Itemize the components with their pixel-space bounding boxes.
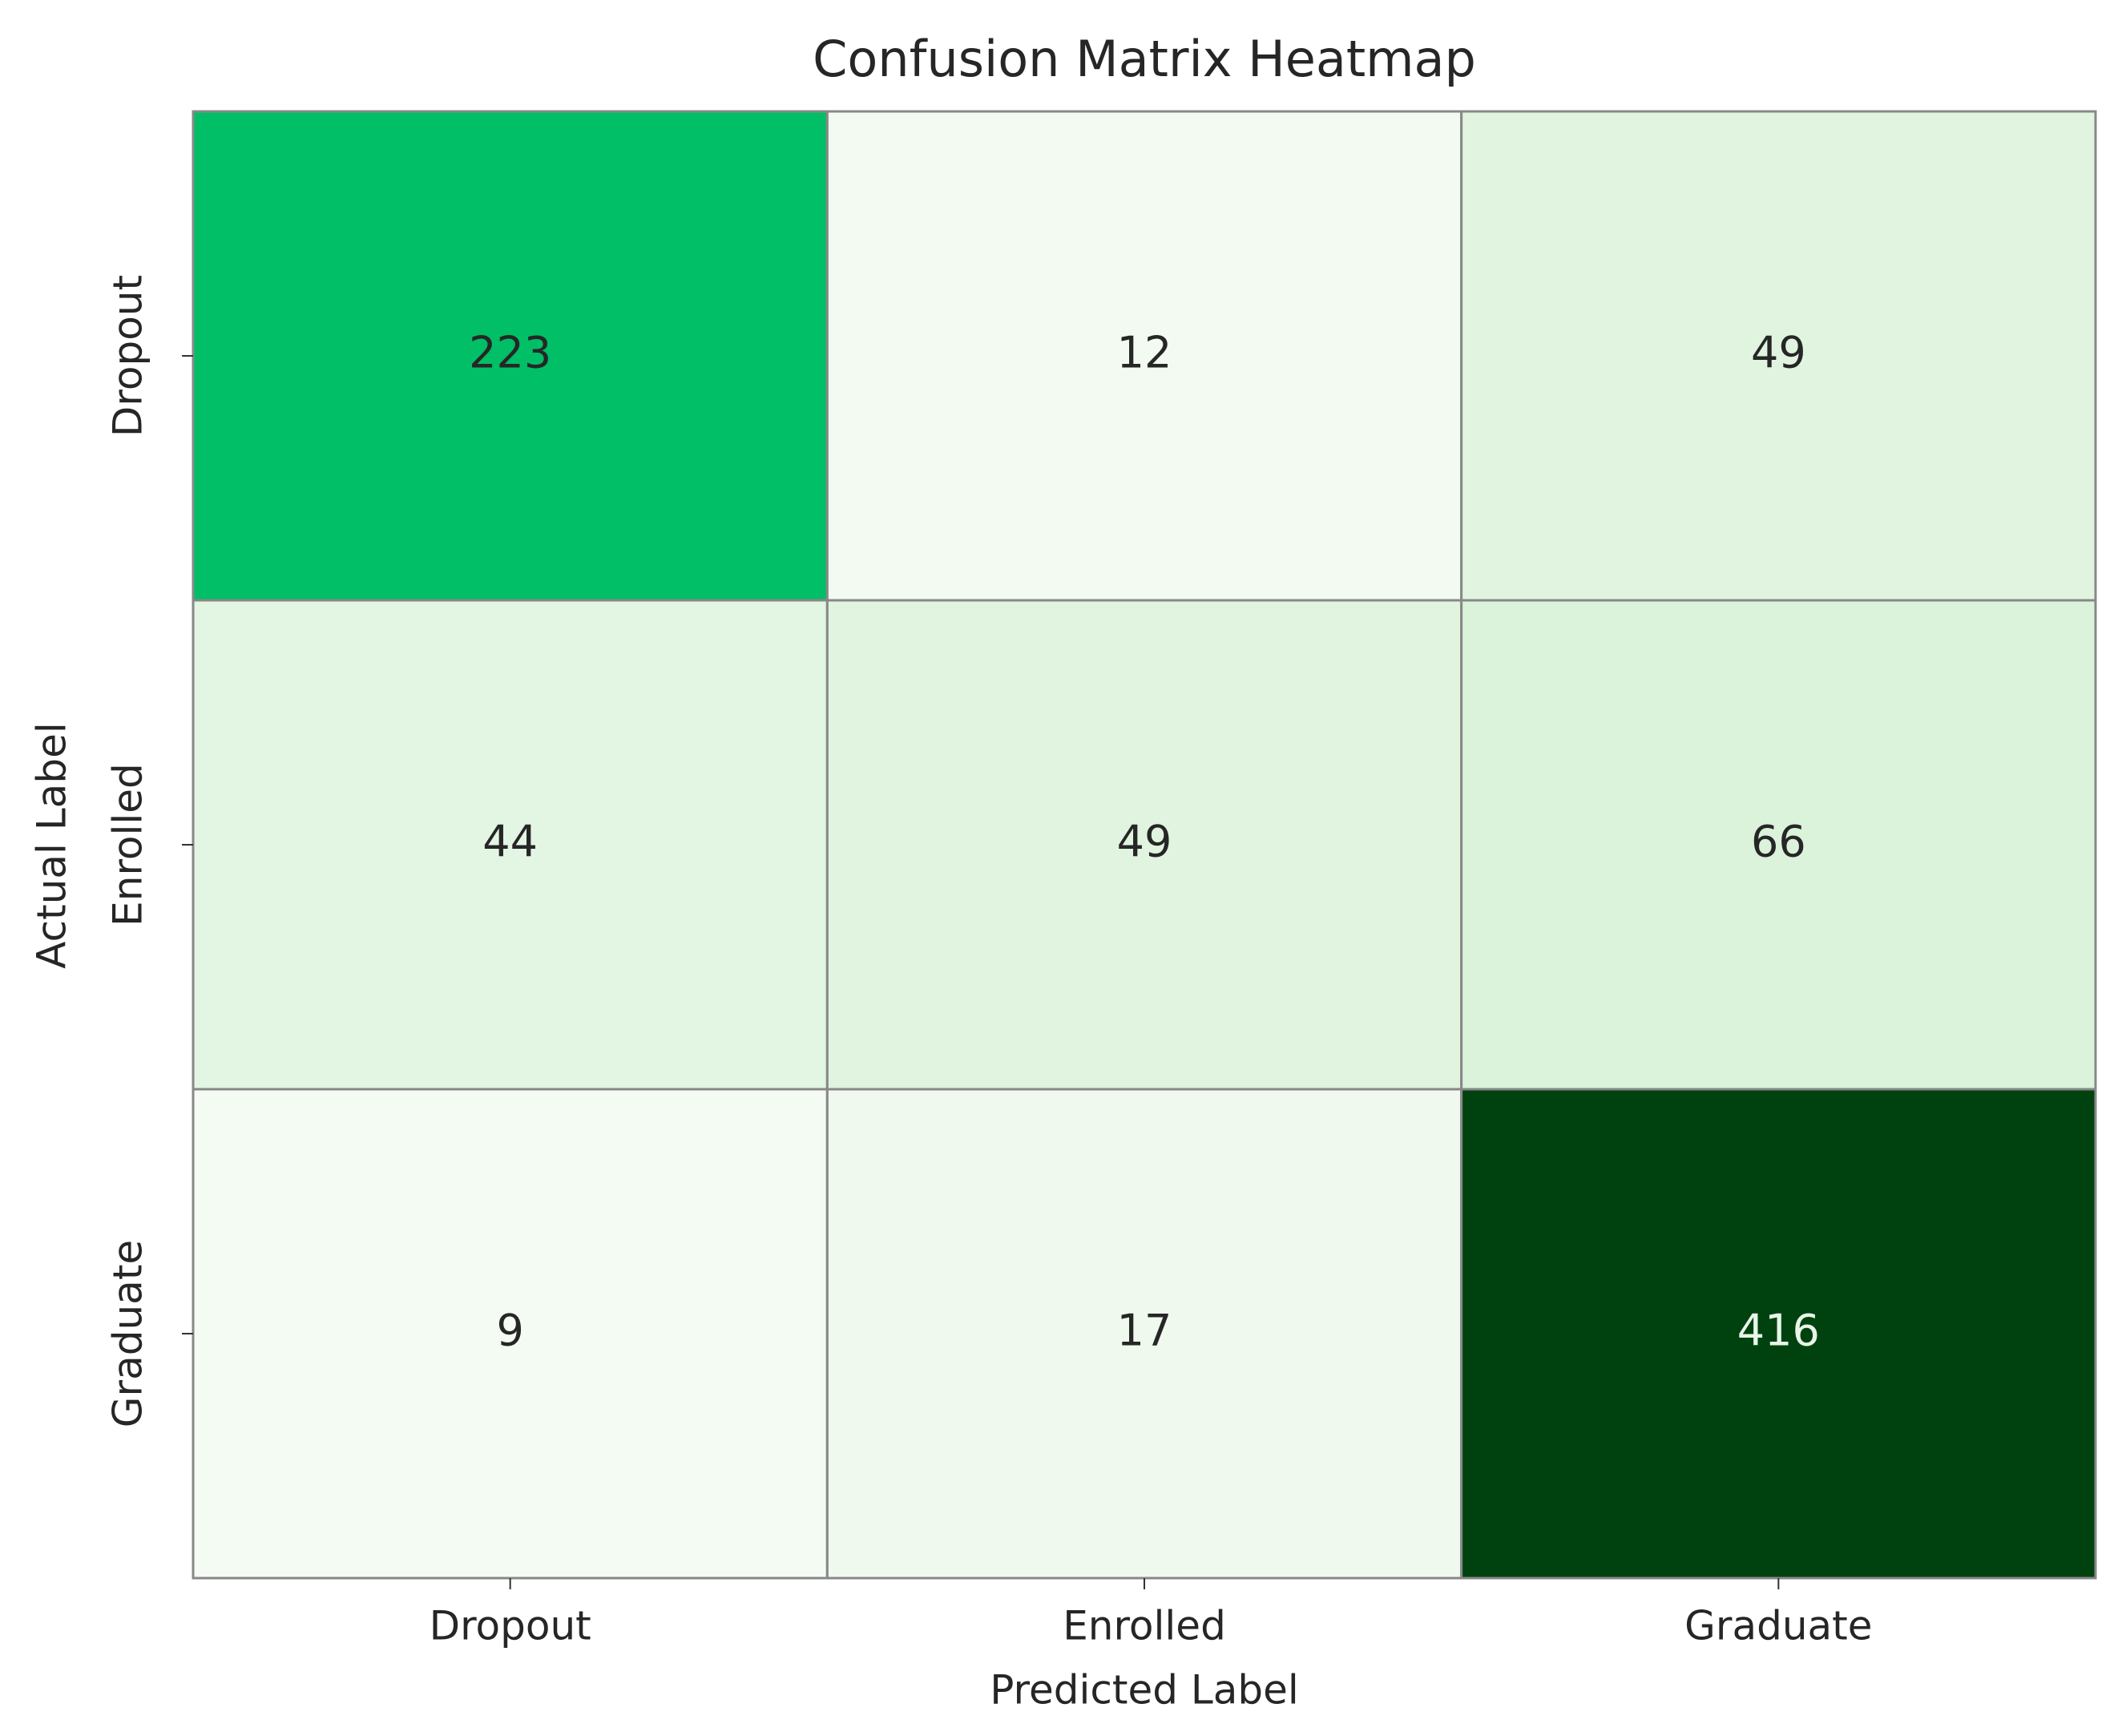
heatmap-cell: [192, 1088, 829, 1580]
cell-annotation: 416: [1737, 1306, 1820, 1356]
x-axis-label: Predicted Label: [990, 1667, 1299, 1714]
x-tick-label: Enrolled: [1063, 1603, 1226, 1649]
heatmap-cell: [825, 110, 1463, 602]
heatmap-cell: [825, 599, 1463, 1091]
cell-annotation: 223: [469, 328, 551, 378]
y-axis-label: Actual Label: [29, 722, 75, 968]
y-tick-label: Dropout: [105, 275, 151, 437]
heatmap-cell: [192, 599, 829, 1091]
heatmap-cell: [825, 1088, 1463, 1580]
cell-annotation: 44: [482, 817, 538, 867]
cell-annotation: 49: [1117, 817, 1172, 867]
cell-annotation: 66: [1751, 817, 1806, 867]
x-tick-label: Graduate: [1684, 1603, 1872, 1649]
y-tick-label: Enrolled: [105, 763, 151, 927]
chart-title: Confusion Matrix Heatmap: [813, 30, 1476, 88]
heatmap-cell: [192, 110, 829, 602]
x-tick-label: Dropout: [430, 1603, 591, 1649]
y-tick-label: Graduate: [105, 1240, 151, 1427]
heatmap-cell: [1460, 599, 2097, 1091]
heatmap-cell: [1460, 110, 2097, 602]
cell-annotation: 49: [1751, 328, 1806, 378]
cell-annotation: 17: [1117, 1306, 1172, 1356]
cell-annotation: 12: [1117, 328, 1172, 378]
cell-annotation: 9: [496, 1306, 523, 1356]
